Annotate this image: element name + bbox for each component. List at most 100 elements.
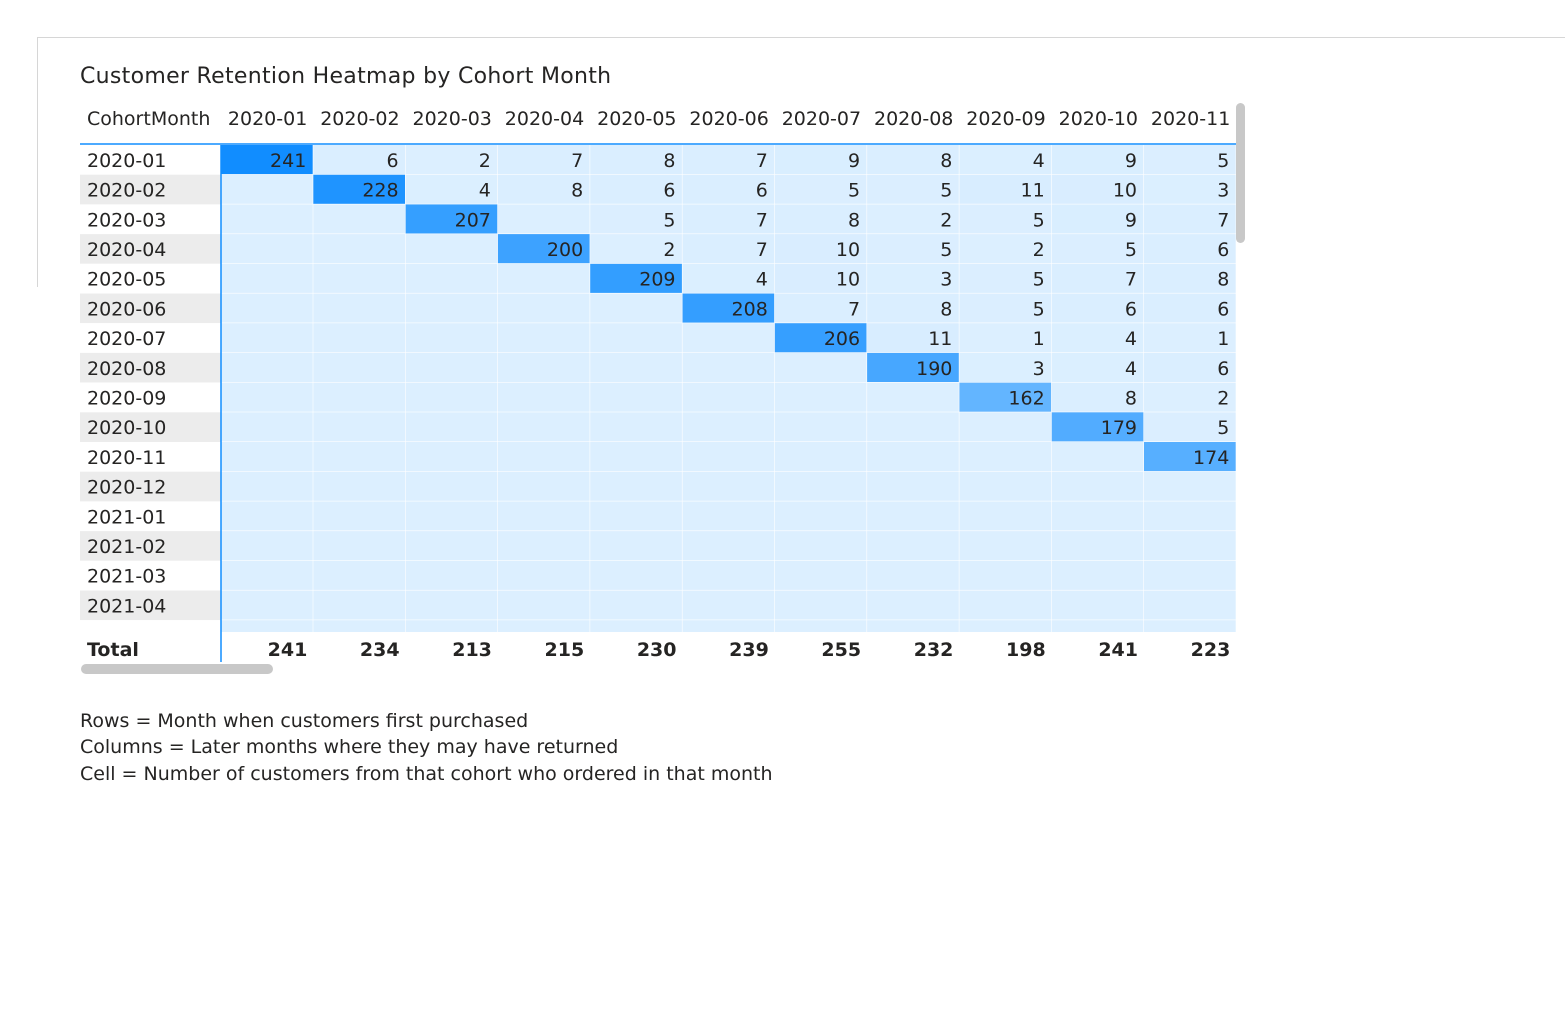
heatmap-cell[interactable] bbox=[590, 352, 682, 382]
heatmap-cell[interactable] bbox=[1051, 442, 1144, 472]
column-header[interactable]: 2020-03 bbox=[413, 108, 492, 130]
column-header[interactable]: 2020-11 bbox=[1151, 108, 1230, 130]
row-header[interactable]: 2021-02 bbox=[87, 536, 166, 558]
heatmap-cell[interactable] bbox=[405, 560, 498, 590]
heatmap-cell[interactable] bbox=[959, 352, 1052, 382]
heatmap-cell[interactable] bbox=[1051, 531, 1144, 561]
heatmap-cell[interactable] bbox=[497, 412, 590, 442]
heatmap-cell[interactable] bbox=[497, 501, 590, 531]
heatmap-cell[interactable] bbox=[682, 471, 775, 501]
heatmap-cell[interactable] bbox=[959, 234, 1052, 264]
heatmap-cell[interactable] bbox=[959, 263, 1052, 293]
heatmap-cell[interactable] bbox=[405, 263, 498, 293]
heatmap-cell[interactable] bbox=[590, 471, 682, 501]
heatmap-cell[interactable] bbox=[313, 501, 405, 531]
heatmap-cell[interactable] bbox=[590, 412, 682, 442]
heatmap-cell[interactable] bbox=[497, 145, 590, 175]
heatmap-cell[interactable] bbox=[405, 293, 498, 323]
heatmap-cell[interactable] bbox=[774, 263, 867, 293]
heatmap-cell[interactable] bbox=[682, 501, 775, 531]
heatmap-cell[interactable] bbox=[221, 174, 313, 204]
heatmap-cell[interactable] bbox=[959, 442, 1052, 472]
heatmap-cell[interactable] bbox=[1051, 145, 1144, 175]
heatmap-cell[interactable] bbox=[1144, 293, 1236, 323]
heatmap-cell[interactable] bbox=[774, 352, 867, 382]
heatmap-cell[interactable] bbox=[221, 263, 313, 293]
heatmap-cell[interactable] bbox=[221, 412, 313, 442]
heatmap-cell[interactable] bbox=[221, 442, 313, 472]
heatmap-cell[interactable] bbox=[221, 382, 313, 412]
heatmap-cell[interactable] bbox=[959, 382, 1052, 412]
heatmap-cell[interactable] bbox=[682, 590, 775, 620]
heatmap-cell[interactable] bbox=[1051, 293, 1144, 323]
heatmap-cell[interactable] bbox=[313, 442, 405, 472]
heatmap-cell[interactable] bbox=[405, 412, 498, 442]
heatmap-cell[interactable] bbox=[1144, 234, 1236, 264]
heatmap-cell[interactable] bbox=[959, 293, 1052, 323]
heatmap-cell[interactable] bbox=[497, 174, 590, 204]
heatmap-cell[interactable] bbox=[682, 263, 775, 293]
heatmap-cell[interactable] bbox=[867, 590, 959, 620]
heatmap-cell[interactable] bbox=[867, 323, 959, 353]
row-header[interactable]: 2021-01 bbox=[87, 506, 166, 528]
heatmap-cell[interactable] bbox=[867, 145, 959, 175]
heatmap-cell[interactable] bbox=[497, 620, 590, 649]
heatmap-cell[interactable] bbox=[867, 293, 959, 323]
heatmap-cell[interactable] bbox=[682, 442, 775, 472]
heatmap-cell[interactable] bbox=[497, 204, 590, 234]
heatmap-cell[interactable] bbox=[497, 560, 590, 590]
heatmap-cell[interactable] bbox=[221, 234, 313, 264]
row-header[interactable]: 2020-04 bbox=[87, 239, 166, 261]
heatmap-cell[interactable] bbox=[1144, 382, 1236, 412]
heatmap-cell[interactable] bbox=[867, 471, 959, 501]
heatmap-cell[interactable] bbox=[774, 174, 867, 204]
heatmap-cell[interactable] bbox=[313, 531, 405, 561]
heatmap-cell[interactable] bbox=[682, 531, 775, 561]
heatmap-cell[interactable] bbox=[405, 323, 498, 353]
heatmap-cell[interactable] bbox=[774, 620, 867, 649]
heatmap-cell[interactable] bbox=[1051, 560, 1144, 590]
heatmap-cell[interactable] bbox=[1051, 501, 1144, 531]
heatmap-cell[interactable] bbox=[313, 204, 405, 234]
heatmap-cell[interactable] bbox=[867, 234, 959, 264]
heatmap-cell[interactable] bbox=[867, 352, 959, 382]
heatmap-cell[interactable] bbox=[1051, 352, 1144, 382]
heatmap-cell[interactable] bbox=[867, 442, 959, 472]
heatmap-cell[interactable] bbox=[959, 620, 1052, 649]
heatmap-cell[interactable] bbox=[682, 204, 775, 234]
heatmap-cell[interactable] bbox=[221, 323, 313, 353]
heatmap-cell[interactable] bbox=[1144, 590, 1236, 620]
heatmap-cell[interactable] bbox=[313, 234, 405, 264]
heatmap-cell[interactable] bbox=[221, 531, 313, 561]
retention-matrix[interactable]: CohortMonth 2020-01 2020-02 2020-03 2020-04 2… bbox=[0, 0, 1565, 700]
heatmap-cell[interactable] bbox=[682, 412, 775, 442]
heatmap-cell[interactable] bbox=[959, 590, 1052, 620]
heatmap-cell[interactable] bbox=[1144, 352, 1236, 382]
heatmap-cell[interactable] bbox=[867, 412, 959, 442]
heatmap-cell[interactable] bbox=[682, 352, 775, 382]
heatmap-cell[interactable] bbox=[405, 204, 498, 234]
heatmap-cell[interactable] bbox=[682, 145, 775, 175]
row-header[interactable]: 2020-11 bbox=[87, 447, 166, 469]
heatmap-cell[interactable] bbox=[1144, 412, 1236, 442]
heatmap-cell[interactable] bbox=[405, 382, 498, 412]
column-header[interactable]: 2020-08 bbox=[874, 108, 953, 130]
heatmap-cell[interactable] bbox=[1051, 471, 1144, 501]
row-header[interactable]: 2020-10 bbox=[87, 417, 166, 439]
heatmap-cell[interactable] bbox=[959, 204, 1052, 234]
row-header[interactable]: 2020-12 bbox=[87, 477, 166, 499]
heatmap-cell[interactable] bbox=[313, 620, 405, 649]
heatmap-cell[interactable] bbox=[774, 204, 867, 234]
heatmap-cell[interactable] bbox=[959, 501, 1052, 531]
heatmap-cell[interactable] bbox=[313, 412, 405, 442]
heatmap-cell[interactable] bbox=[1144, 501, 1236, 531]
row-header[interactable]: 2020-05 bbox=[87, 269, 166, 291]
heatmap-cell[interactable] bbox=[774, 293, 867, 323]
heatmap-cell[interactable] bbox=[313, 174, 405, 204]
heatmap-cell[interactable] bbox=[405, 620, 498, 649]
heatmap-cell[interactable] bbox=[682, 174, 775, 204]
heatmap-cell[interactable] bbox=[959, 174, 1052, 204]
heatmap-cell[interactable] bbox=[959, 412, 1052, 442]
column-header[interactable]: 2020-06 bbox=[689, 108, 768, 130]
heatmap-cell[interactable] bbox=[1144, 174, 1236, 204]
